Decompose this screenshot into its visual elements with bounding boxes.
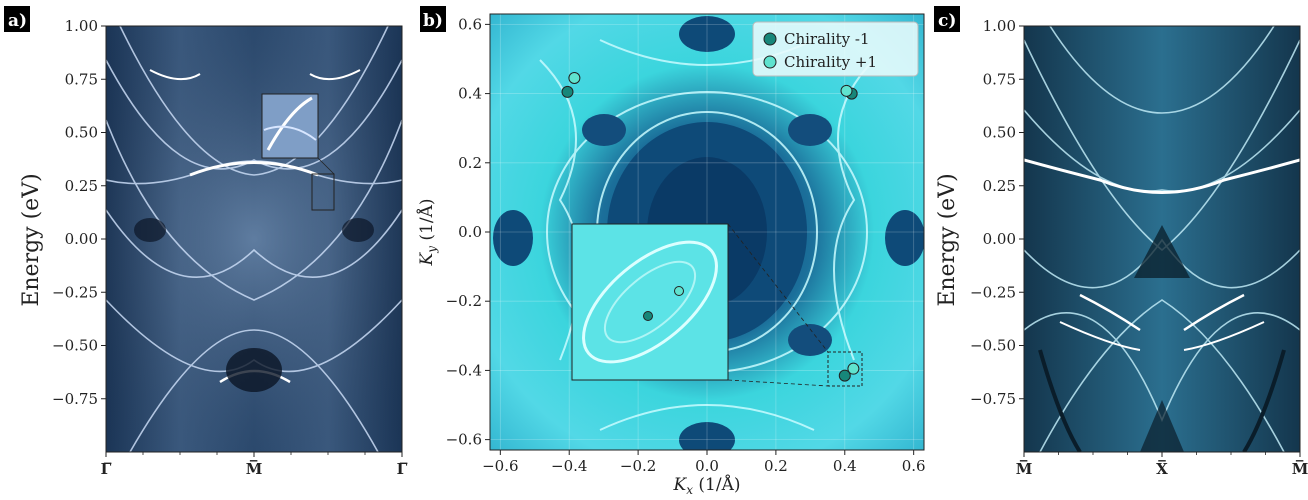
panel-b-ytick-label: −0.2 [446,292,482,310]
c-ytick-label: 0.75 [983,70,1016,88]
a-ytick-label: −0.25 [52,283,98,301]
c-ytick-label: −0.50 [970,337,1016,355]
panel-b-xtick-label: 0.2 [764,457,788,475]
c-ytick-label: 0.00 [983,230,1016,248]
panel-label-c: c) [938,11,956,31]
panel-label-b: b) [423,11,443,31]
a-ytick-label: −0.75 [52,390,98,408]
panel-b-ytick-label: −0.4 [446,361,482,379]
panel-label-a-bg [4,6,30,32]
panel-b-xtick-label: −0.2 [620,457,656,475]
c-ytick-label: 0.50 [983,124,1016,142]
c-xtick-label: M̅ [1292,459,1308,478]
panel-a-xticks: Γ̅ M̅ Γ̅ [101,452,408,478]
panel-b-yticks: 0.6 0.4 0.2 0.0 −0.2 −0.4 −0.6 [446,15,490,449]
panel-label-a: a) [8,11,27,31]
a-ytick-label: 1.00 [65,17,98,35]
a-ytick-label: 0.25 [65,177,98,195]
panel-b-xlabel: Kx (1/Å) [673,474,741,496]
legend-marker-chirality-plus [763,55,777,69]
panel-a: a) [4,6,408,478]
panel-b-xtick-label: −0.6 [482,457,518,475]
legend-label-chirality-plus: Chirality +1 [784,53,877,71]
c-xtick-label: X̅ [1156,459,1168,478]
panel-c-yticks: 1.00 0.75 0.50 0.25 0.00 −0.25 −0.50 −0.75 [970,17,1024,408]
a-ytick-label: 0.75 [65,70,98,88]
chirality-minus-point [838,369,851,382]
chirality-plus-point [568,72,581,85]
panel-b-inset [571,223,729,381]
panel-b-ylabel: Ky (1/Å) [416,199,439,267]
c-ytick-label: 1.00 [983,17,1016,35]
panel-b-xtick-label: 0.4 [833,457,857,475]
panel-b-zoom-box [827,351,863,387]
panel-b-ytick-label: 0.2 [458,154,482,172]
c-ytick-label: −0.25 [970,283,1016,301]
c-ytick-label: 0.25 [983,177,1016,195]
panel-b-legend: Chirality -1 Chirality +1 [752,21,919,77]
inset-chirality-plus-point [674,286,684,296]
panel-a-inset [261,93,319,159]
panel-a-zoom-box [311,173,335,211]
panel-a-heatmap [106,26,402,452]
chirality-minus-point [561,85,574,98]
panel-a-ylabel: Energy (eV) [19,173,44,306]
panel-b-heatmap [490,14,924,450]
panel-c-heatmap [1024,26,1300,452]
legend-label-chirality-minus: Chirality -1 [784,30,870,48]
panel-label-b-bg [420,6,446,32]
a-ytick-label: 0.50 [65,124,98,142]
panel-c-xticks: M̅ X̅ M̅ [1016,452,1308,478]
a-xtick-label: Γ̅ [101,460,112,478]
panel-b-ytick-label: 0.6 [458,15,482,33]
a-xtick-label: Γ̅ [397,460,408,478]
panel-c-ylabel: Energy (eV) [935,173,960,306]
panel-b-xtick-label: −0.4 [551,457,587,475]
panel-b-xticks: −0.6 −0.4 −0.2 0.0 0.2 0.4 0.6 [482,450,926,475]
panel-b-xtick-label: 0.6 [902,457,926,475]
a-ytick-label: 0.00 [65,230,98,248]
panel-b-ytick-label: 0.0 [458,223,482,241]
panel-b-points [561,72,860,382]
c-xtick-label: M̅ [1016,459,1033,478]
chirality-plus-point [847,362,860,375]
panel-a-yticks: 1.00 0.75 0.50 0.25 0.00 −0.25 −0.50 −0.75 [52,17,106,408]
a-xtick-label: M̅ [246,459,263,478]
panel-c: c) 1.00 0.75 0.50 0.25 0.00 −0.25 −0.50 −0.75 [934,6,1308,478]
c-ytick-label: −0.75 [970,390,1016,408]
panel-b-ytick-label: 0.4 [458,85,482,103]
chirality-plus-point [840,84,853,97]
panel-b: b) [416,6,926,497]
legend-marker-chirality-minus [763,32,777,46]
panel-label-c-bg [934,6,960,32]
inset-chirality-minus-point [643,311,653,321]
a-ytick-label: −0.50 [52,337,98,355]
panel-b-ytick-label: −0.6 [446,431,482,449]
panel-b-xtick-label: 0.0 [695,457,719,475]
